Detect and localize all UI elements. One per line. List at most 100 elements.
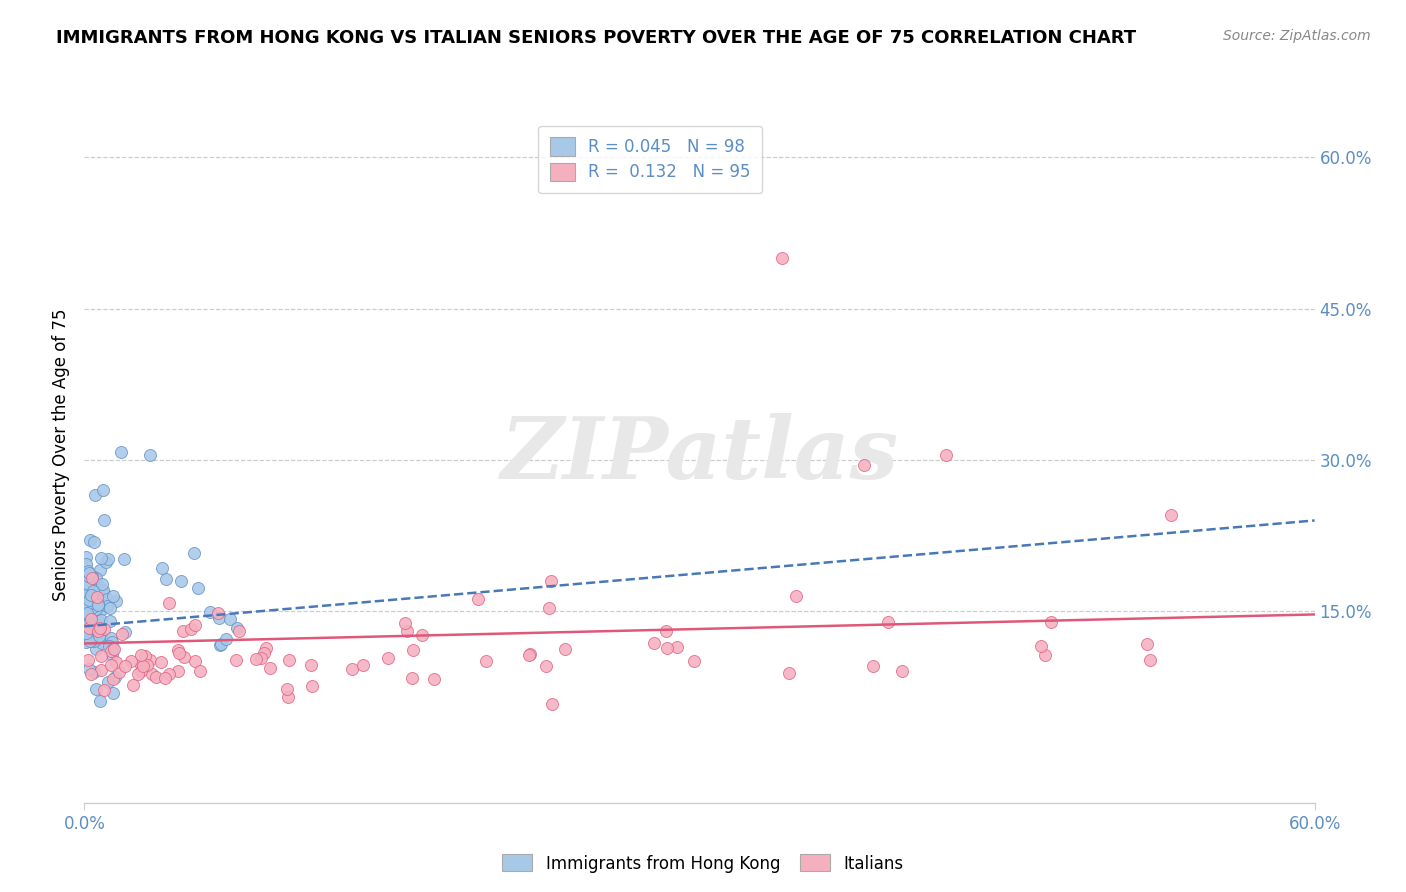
Point xyxy=(1136,636,1159,650)
Point xyxy=(785,589,807,603)
Point xyxy=(76,607,98,621)
Point xyxy=(75,635,97,649)
Point xyxy=(150,560,173,574)
Point xyxy=(682,655,704,669)
Point xyxy=(108,665,131,679)
Point xyxy=(77,580,100,594)
Point xyxy=(180,622,202,636)
Point xyxy=(852,458,875,472)
Point xyxy=(87,624,110,638)
Point xyxy=(1139,653,1161,667)
Point xyxy=(77,577,100,591)
Point xyxy=(517,648,540,663)
Point xyxy=(215,632,238,647)
Point xyxy=(76,599,98,614)
Point xyxy=(114,659,136,673)
Point xyxy=(101,672,124,686)
Point xyxy=(77,596,100,610)
Point xyxy=(225,621,247,635)
Point xyxy=(93,683,115,698)
Point xyxy=(138,653,160,667)
Point xyxy=(278,653,301,667)
Point xyxy=(75,594,97,608)
Y-axis label: Seniors Poverty Over the Age of 75: Seniors Poverty Over the Age of 75 xyxy=(52,309,70,601)
Point xyxy=(79,611,101,625)
Point xyxy=(184,654,207,668)
Point xyxy=(665,640,688,655)
Point xyxy=(87,624,110,639)
Point xyxy=(97,675,120,690)
Point xyxy=(76,616,98,631)
Point xyxy=(93,586,115,600)
Point xyxy=(91,583,114,598)
Point xyxy=(101,648,124,663)
Point xyxy=(1040,615,1063,629)
Point xyxy=(79,634,101,648)
Text: Source: ZipAtlas.com: Source: ZipAtlas.com xyxy=(1223,29,1371,43)
Point xyxy=(93,513,115,527)
Point xyxy=(98,639,121,653)
Point xyxy=(80,588,103,602)
Point xyxy=(167,665,190,679)
Point xyxy=(76,564,98,578)
Point xyxy=(402,642,425,657)
Point xyxy=(80,612,103,626)
Point xyxy=(87,622,110,636)
Point xyxy=(80,569,103,583)
Point xyxy=(90,629,112,643)
Point xyxy=(259,661,281,675)
Point xyxy=(475,655,498,669)
Point xyxy=(100,644,122,658)
Point xyxy=(76,568,98,582)
Point xyxy=(93,622,115,636)
Point xyxy=(91,483,114,498)
Point xyxy=(228,624,250,638)
Point xyxy=(83,665,105,679)
Point xyxy=(82,591,104,605)
Point xyxy=(77,566,100,580)
Point xyxy=(77,597,100,611)
Point xyxy=(183,546,205,560)
Point xyxy=(299,658,322,673)
Point xyxy=(890,664,912,678)
Point xyxy=(114,624,136,639)
Point xyxy=(104,656,127,670)
Point xyxy=(75,550,97,565)
Point xyxy=(83,624,105,639)
Point xyxy=(75,618,97,632)
Point xyxy=(129,648,152,662)
Point xyxy=(536,658,558,673)
Point xyxy=(129,657,152,672)
Point xyxy=(101,642,124,657)
Point xyxy=(77,628,100,642)
Point xyxy=(89,694,111,708)
Point xyxy=(198,605,221,619)
Point xyxy=(75,626,97,640)
Point xyxy=(96,599,118,614)
Point xyxy=(91,635,114,649)
Point xyxy=(86,590,108,604)
Point xyxy=(110,445,132,459)
Point xyxy=(101,589,124,603)
Point xyxy=(83,534,105,549)
Point xyxy=(111,627,134,641)
Point xyxy=(89,621,111,635)
Point xyxy=(80,666,103,681)
Point xyxy=(77,653,100,667)
Point xyxy=(76,626,98,640)
Point xyxy=(122,678,145,692)
Point xyxy=(554,641,576,656)
Point xyxy=(80,632,103,647)
Point xyxy=(253,646,276,660)
Point xyxy=(101,635,124,649)
Point xyxy=(87,614,110,628)
Point xyxy=(90,613,112,627)
Point xyxy=(301,680,323,694)
Point xyxy=(170,574,193,589)
Point xyxy=(167,646,190,660)
Point xyxy=(77,621,100,635)
Point xyxy=(139,448,162,462)
Point xyxy=(377,651,399,665)
Point xyxy=(396,624,419,638)
Point xyxy=(157,666,180,681)
